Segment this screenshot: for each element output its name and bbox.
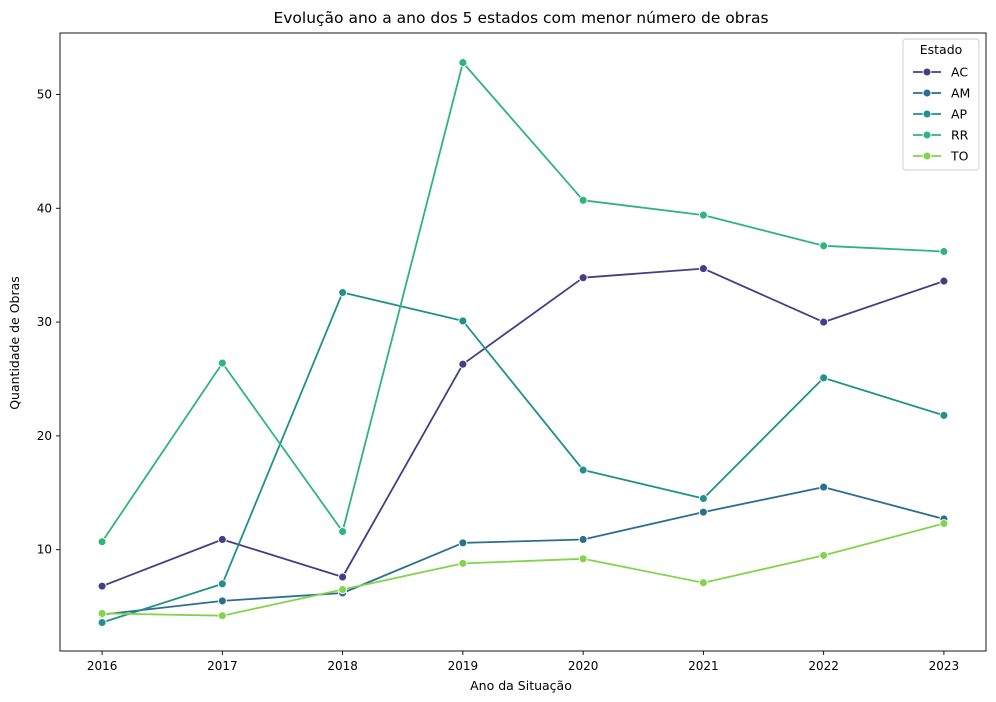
data-point — [458, 58, 468, 68]
series-line-am — [101, 486, 945, 616]
legend-swatch-marker — [922, 88, 932, 98]
data-point — [458, 316, 468, 326]
legend-item-am: AM — [913, 86, 970, 101]
data-point — [338, 288, 348, 297]
data-point — [698, 507, 708, 517]
legend-label: RR — [951, 128, 969, 143]
legend-label: AM — [951, 86, 970, 101]
data-point — [338, 572, 348, 582]
data-point — [217, 611, 227, 621]
data-point — [217, 579, 227, 589]
data-point — [939, 276, 949, 286]
series-line-to — [102, 522, 945, 617]
series-rr — [97, 58, 949, 547]
data-point — [939, 519, 949, 528]
legend: Estado AC AM AP RR TO — [902, 38, 980, 171]
data-point — [698, 494, 708, 503]
data-point — [578, 554, 588, 564]
series-am — [97, 482, 949, 620]
x-tick-label: 2019 — [448, 659, 479, 673]
legend-label: TO — [950, 149, 969, 164]
legend-swatch-marker — [922, 67, 932, 77]
data-point — [217, 535, 227, 544]
data-point — [338, 527, 348, 536]
data-point — [819, 373, 829, 383]
data-point — [217, 358, 227, 368]
plot-area — [59, 32, 987, 652]
legend-swatch-marker — [922, 151, 932, 161]
data-point — [819, 241, 829, 251]
x-tick-label: 2016 — [87, 659, 118, 673]
legend-item-ac: AC — [913, 65, 968, 80]
data-point — [578, 273, 588, 283]
data-point — [698, 264, 708, 274]
data-point — [458, 558, 468, 568]
series-to — [97, 519, 949, 621]
x-tick-label: 2020 — [568, 659, 599, 673]
data-point — [819, 482, 829, 492]
data-point — [578, 195, 588, 205]
x-tick-label: 2023 — [929, 659, 960, 673]
plot-frame — [59, 32, 987, 652]
data-point — [939, 410, 949, 420]
data-point — [97, 581, 107, 591]
x-axis-label: Ano da Situação — [470, 678, 572, 693]
data-point — [698, 210, 708, 220]
data-point — [338, 585, 348, 594]
x-axis: 2016 2017 2018 2019 2020 2021 2022 2023 — [87, 651, 959, 673]
y-tick-label: 50 — [37, 87, 52, 101]
legend-label: AP — [951, 107, 968, 122]
data-point — [458, 538, 468, 548]
y-tick-label: 20 — [37, 429, 52, 443]
y-tick-label: 10 — [37, 543, 52, 557]
data-point — [97, 618, 107, 627]
data-point — [819, 550, 829, 560]
data-point — [578, 535, 588, 544]
y-tick-label: 40 — [37, 201, 52, 215]
data-point — [819, 317, 829, 327]
x-tick-label: 2017 — [207, 659, 238, 673]
data-point — [97, 537, 107, 547]
data-point — [939, 247, 949, 256]
x-tick-label: 2021 — [688, 659, 719, 673]
y-axis: 10 20 30 40 50 — [37, 87, 60, 557]
data-point — [217, 596, 227, 606]
legend-item-ap: AP — [913, 107, 968, 122]
y-axis-label: Quantidade de Obras — [7, 276, 22, 410]
legend-item-to: TO — [913, 149, 969, 164]
data-point — [578, 465, 588, 475]
chart-title: Evolução ano a ano dos 5 estados com men… — [273, 9, 768, 27]
data-point — [97, 608, 107, 618]
series-line-ap — [101, 291, 945, 624]
series-line-ac — [101, 267, 945, 587]
y-tick-label: 30 — [37, 315, 52, 329]
legend-label: AC — [951, 65, 968, 80]
data-point — [698, 578, 708, 588]
data-point — [458, 359, 468, 369]
legend-title: Estado — [920, 42, 963, 57]
x-tick-label: 2022 — [808, 659, 839, 673]
series-layer — [97, 58, 949, 627]
series-ac — [97, 264, 949, 591]
legend-swatch-marker — [922, 109, 932, 119]
series-ap — [97, 288, 949, 627]
legend-item-rr: RR — [913, 128, 969, 143]
legend-swatch-marker — [922, 130, 932, 140]
series-line-rr — [101, 61, 944, 543]
x-tick-label: 2018 — [327, 659, 358, 673]
